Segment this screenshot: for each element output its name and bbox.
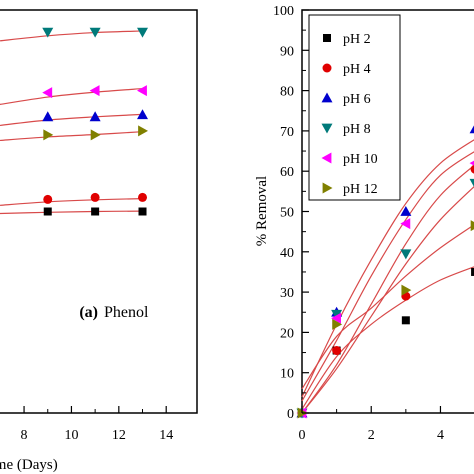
data-point-b-5-1 [332, 318, 343, 330]
x-tick-label-b-2: 2 [368, 428, 375, 443]
data-point-b-2-2 [400, 206, 412, 216]
x-axis-title-left: Time (Days) [0, 457, 58, 473]
legend-marker-2 [321, 92, 333, 103]
right-y-ticks: 0 10 20 30 40 50 60 70 80 90 100 [273, 4, 309, 422]
data-point-a-4-2 [138, 192, 148, 202]
fit-curve-b-0 [301, 266, 474, 410]
data-point-a-3-2 [138, 125, 149, 137]
data-point-a-1-0 [42, 87, 53, 99]
legend-marker-5 [322, 182, 333, 194]
legend-label-2: pH 6 [343, 92, 371, 107]
legend-label-4: pH 10 [343, 152, 378, 167]
data-point-b-1-3 [470, 164, 474, 174]
data-point-a-3-1 [90, 129, 101, 141]
right-x-ticks: 0 2 4 [299, 406, 444, 443]
y-tick-label-70: 70 [280, 125, 294, 140]
data-point-b-3-3 [469, 178, 474, 187]
data-point-b-4-3 [469, 160, 474, 166]
legend: pH 2 pH 4 pH 6 pH 8 pH 10 pH 12 [308, 14, 401, 201]
panel-a-title: Phenol [104, 304, 149, 321]
legend-marker-1 [322, 63, 332, 73]
fit-curve-a-3 [0, 131, 143, 142]
data-point-a-0-2 [137, 27, 149, 38]
x-tick-label-b-4: 4 [437, 428, 444, 443]
fit-curve-b-1 [301, 185, 474, 414]
data-point-a-0-1 [89, 27, 101, 38]
legend-box [308, 14, 401, 201]
fit-curve-a-4 [0, 198, 143, 206]
x-tick-label-b-0: 0 [299, 428, 306, 443]
x-tick-label-a-14: 14 [159, 428, 173, 443]
fit-curve-b-3 [301, 164, 474, 414]
data-point-a-5-0 [43, 207, 52, 216]
y-tick-label-80: 80 [280, 85, 294, 100]
data-point-a-3-0 [43, 129, 54, 141]
y-axis-title: % Removal [254, 176, 270, 246]
data-point-a-1-1 [89, 85, 100, 97]
y-tick-label-50: 50 [280, 206, 294, 221]
fit-curve-b-5 [301, 224, 474, 390]
data-point-a-2-0 [42, 111, 54, 122]
y-tick-label-40: 40 [280, 246, 294, 261]
fit-curve-a-1 [0, 87, 143, 105]
y-tick-label-100: 100 [273, 4, 294, 19]
data-point-b-1-1 [332, 346, 342, 356]
data-point-b-0-3 [471, 267, 474, 276]
right-data-points [296, 125, 474, 419]
x-tick-label-a-12: 12 [112, 428, 126, 443]
panel-a-label: (a) [79, 304, 98, 321]
left-x-ticks: 8 10 12 14 [21, 406, 173, 443]
fit-curve-a-5 [0, 210, 143, 215]
data-point-b-4-2 [400, 218, 411, 230]
y-tick-label-10: 10 [280, 367, 294, 382]
x-tick-label-a-8: 8 [21, 428, 28, 443]
legend-marker-0 [323, 34, 331, 42]
data-point-a-5-1 [91, 207, 100, 216]
y-tick-label-0: 0 [287, 407, 294, 422]
data-point-a-4-0 [43, 194, 53, 204]
left-chart-frame [0, 9, 198, 414]
y-tick-label-90: 90 [280, 44, 294, 59]
data-point-b-5-3 [470, 220, 474, 232]
data-point-a-1-2 [137, 85, 147, 97]
fit-curve-a-2 [0, 113, 143, 127]
left-data-points [42, 27, 149, 216]
data-point-b-3-2 [400, 249, 412, 260]
data-point-a-2-1 [89, 111, 101, 122]
legend-label-0: pH 2 [343, 32, 371, 47]
y-tick-label-20: 20 [280, 326, 294, 341]
data-point-b-2-3 [469, 125, 474, 134]
right-fit-curves [301, 139, 474, 414]
left-chart-panel: 8 10 12 14 (a) Phenol Time (Days) [0, 9, 198, 473]
fit-curve-b-2 [301, 151, 474, 402]
left-fit-curves [0, 30, 143, 215]
legend-label-3: pH 8 [343, 122, 371, 137]
data-point-a-0-0 [42, 27, 54, 38]
fit-curve-a-0 [0, 30, 143, 42]
legend-label-5: pH 12 [343, 182, 378, 197]
fit-curve-b-4 [301, 139, 474, 398]
data-point-a-4-1 [90, 192, 100, 202]
data-point-b-5-2 [401, 284, 412, 296]
legend-marker-3 [321, 123, 333, 134]
legend-marker-4 [321, 152, 332, 164]
data-point-a-5-2 [138, 207, 147, 216]
data-point-b-3-1 [331, 309, 343, 320]
x-tick-label-a-10: 10 [64, 428, 78, 443]
data-point-b-4-1 [331, 312, 342, 324]
legend-label-1: pH 4 [343, 62, 371, 77]
right-chart-panel: 0 2 4 0 10 20 30 40 50 60 70 80 90 100 % Removal pH … [254, 4, 474, 443]
y-tick-label-30: 30 [280, 286, 294, 301]
y-tick-label-60: 60 [280, 165, 294, 180]
data-point-a-2-2 [137, 109, 149, 120]
data-point-b-0-2 [401, 316, 410, 325]
